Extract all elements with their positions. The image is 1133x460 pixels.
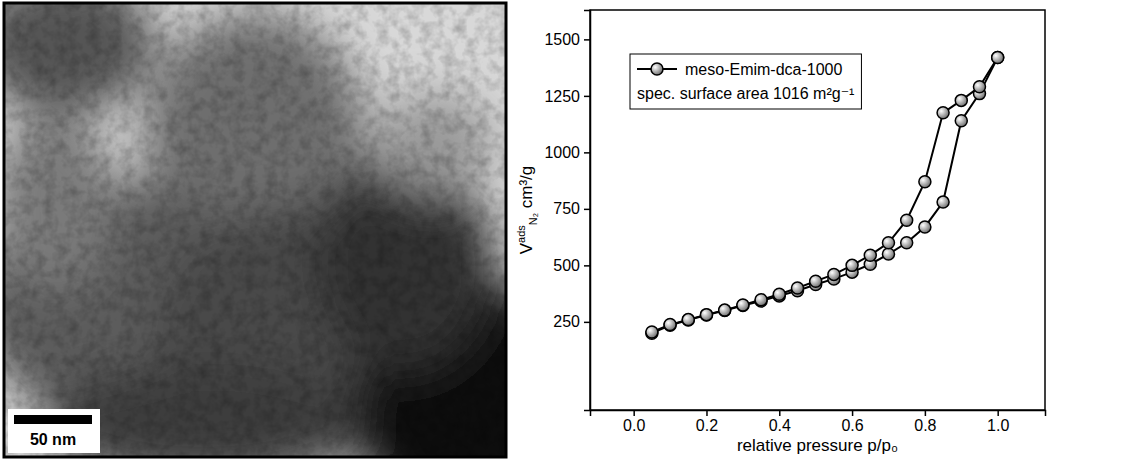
data-point xyxy=(755,294,767,306)
tick: 250 xyxy=(553,313,590,330)
data-point xyxy=(992,51,1004,63)
tick-mark xyxy=(584,265,590,267)
tick-mark xyxy=(706,410,708,416)
tick: 0.2 xyxy=(696,410,718,434)
x-axis: 0.0 0.2 0.4 0.6 0.8 1.0 xyxy=(591,410,1046,434)
tick-label: 0.8 xyxy=(914,417,936,434)
tick-label: 0.0 xyxy=(623,417,645,434)
data-point xyxy=(882,237,894,249)
tick: 1250 xyxy=(544,87,590,104)
micrograph: 50 nm xyxy=(0,0,574,460)
tick-mark xyxy=(633,410,635,416)
micrograph-content xyxy=(4,3,506,457)
data-point xyxy=(901,237,913,249)
data-point xyxy=(700,309,712,321)
figure: 50 nm 0.0 0.2 0.4 0.6 0.8 1.0 250 500 750 1000 1250… xyxy=(0,0,1133,460)
tick: 0.0 xyxy=(623,410,645,434)
tick-label: 500 xyxy=(553,257,580,274)
tick: 0.6 xyxy=(841,410,863,434)
y-axis: 250 500 750 1000 1250 1500 xyxy=(544,11,590,411)
tick-mark xyxy=(584,39,590,41)
tick-label: 1250 xyxy=(544,87,580,104)
data-point xyxy=(973,81,985,93)
micrograph-texture xyxy=(4,3,506,457)
data-point xyxy=(646,326,658,338)
tick: 1.0 xyxy=(987,410,1009,434)
tick-mark xyxy=(925,410,927,416)
tick: 0.8 xyxy=(914,410,936,434)
y-title-unit: cm³/g xyxy=(517,166,536,213)
data-point xyxy=(882,248,894,260)
tick-label: 0.6 xyxy=(841,417,863,434)
scale-bar: 50 nm xyxy=(8,409,100,453)
tick: 1500 xyxy=(544,31,590,48)
isotherm-chart: 0.0 0.2 0.4 0.6 0.8 1.0 250 500 750 1000 1250 1500 r… xyxy=(515,10,1045,455)
data-point xyxy=(955,94,967,106)
tick-mark xyxy=(584,322,590,324)
data-point xyxy=(919,176,931,188)
micrograph-border xyxy=(4,3,506,457)
tick-label: 0.2 xyxy=(696,417,718,434)
legend-note: spec. surface area 1016 m²g⁻¹ xyxy=(637,85,854,102)
data-point xyxy=(791,282,803,294)
data-point xyxy=(846,259,858,271)
data-point xyxy=(901,214,913,226)
tick-mark xyxy=(779,410,781,416)
data-point xyxy=(737,300,749,312)
tick-mark xyxy=(584,152,590,154)
tick-mark xyxy=(997,410,999,416)
data-point xyxy=(737,299,749,311)
data-point xyxy=(719,304,731,316)
data-point xyxy=(682,314,694,326)
tick-mark xyxy=(584,96,590,98)
tick-mark xyxy=(584,209,590,211)
data-point xyxy=(955,115,967,127)
micrograph-background xyxy=(4,3,506,457)
tick: 750 xyxy=(553,200,590,217)
data-point xyxy=(682,314,694,326)
y-title-sup: ads xyxy=(515,225,527,243)
scale-bar-label: 50 nm xyxy=(30,431,76,448)
tick: 0.4 xyxy=(769,410,791,434)
data-point xyxy=(828,268,840,280)
data-point xyxy=(937,107,949,119)
data-point xyxy=(719,305,731,317)
tick-label: 1000 xyxy=(544,144,580,161)
y-title-main: V xyxy=(517,242,536,254)
scale-bar-line xyxy=(14,415,92,424)
plot-frame xyxy=(590,10,1045,410)
tick-label: 1.0 xyxy=(987,417,1009,434)
tick-label: 250 xyxy=(553,313,580,330)
legend-label: meso-Emim-dca-1000 xyxy=(685,61,842,78)
data-point xyxy=(864,249,876,261)
data-point xyxy=(700,309,712,321)
data-point xyxy=(664,319,676,331)
axis-line xyxy=(584,11,591,411)
legend-marker xyxy=(651,63,663,75)
x-axis-title: relative pressure p/p₀ xyxy=(737,436,898,455)
data-point xyxy=(664,319,676,331)
tick: 500 xyxy=(553,257,590,274)
data-point xyxy=(937,196,949,208)
y-axis-title: VadsN₂ cm³/g xyxy=(515,166,539,255)
data-point xyxy=(919,221,931,233)
tick-label: 1500 xyxy=(544,31,580,48)
axis-line xyxy=(591,411,1046,417)
y-title-sub: N₂ xyxy=(527,213,539,225)
data-point xyxy=(810,275,822,287)
tick-mark xyxy=(852,410,854,416)
tick-label: 750 xyxy=(553,200,580,217)
legend-box xyxy=(630,54,861,109)
tick-label: 0.4 xyxy=(769,417,791,434)
micrograph-shading xyxy=(4,3,506,457)
legend: meso-Emim-dca-1000 spec. surface area 101… xyxy=(630,54,861,109)
data-point xyxy=(773,288,785,300)
scale-bar-box xyxy=(8,409,100,453)
data-point xyxy=(992,51,1004,63)
tick: 1000 xyxy=(544,144,590,161)
